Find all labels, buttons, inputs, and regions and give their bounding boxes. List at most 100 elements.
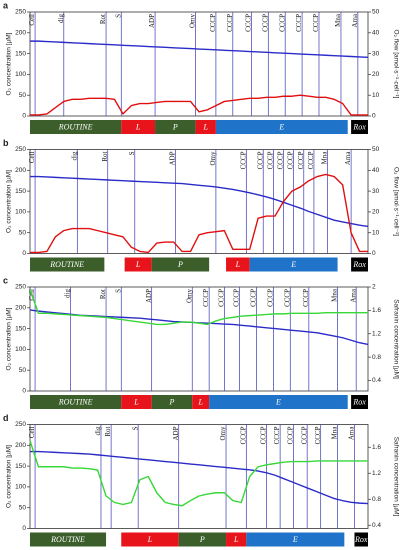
event-label: CCCP xyxy=(202,289,210,307)
event-label: CCCP xyxy=(300,426,308,444)
event-label: Omy xyxy=(189,14,197,29)
y2-tick-label: 2 xyxy=(372,284,376,291)
event-label: ADP xyxy=(168,151,176,165)
y2-tick-label: 1.2 xyxy=(372,470,381,477)
state-bar xyxy=(351,395,368,409)
y-axis-label: O₂ concentration [µM] xyxy=(6,32,13,95)
event-label: CCCP xyxy=(307,151,315,169)
y-tick-label: 250 xyxy=(15,146,26,153)
y-tick-label: 0 xyxy=(22,525,26,532)
event-label: Rot xyxy=(99,14,107,24)
event-label: dig xyxy=(94,426,102,435)
y2-tick-label: 30 xyxy=(372,50,380,57)
y-tick-label: 50 xyxy=(19,229,27,236)
trace xyxy=(30,175,369,228)
event-label: Ama xyxy=(349,288,357,303)
y-tick-label: 100 xyxy=(15,71,26,78)
event-label: CCCP xyxy=(239,151,247,169)
y-tick-label: 100 xyxy=(15,484,26,491)
state-bar xyxy=(351,257,368,272)
event-label: S xyxy=(114,289,122,293)
event-label: CCCP xyxy=(209,14,217,32)
state-bar xyxy=(226,532,247,547)
y2-tick-label: 50 xyxy=(372,9,380,16)
event-label: CCCP xyxy=(287,151,295,169)
panel-label: a xyxy=(3,0,9,10)
event-label: CCCP xyxy=(302,289,310,307)
y2-tick-label: 40 xyxy=(372,167,380,174)
state-bar xyxy=(30,532,107,547)
trace xyxy=(30,450,369,505)
y2-axis-label: O₂ flow [amol·s⁻¹·cell⁻¹] xyxy=(392,30,399,99)
event-label: dig xyxy=(64,289,72,298)
state-bar xyxy=(195,120,216,134)
y-tick-label: 150 xyxy=(15,463,26,470)
event-label: CCCP xyxy=(266,151,274,169)
event-label: CCCP xyxy=(244,14,252,32)
y2-tick-label: 10 xyxy=(372,92,380,99)
event-label: CCCP xyxy=(250,289,258,307)
y2-tick-label: 50 xyxy=(372,146,380,153)
panel-label: c xyxy=(3,275,8,285)
state-label: P xyxy=(177,260,183,269)
trace xyxy=(30,94,368,116)
y-tick-label: 200 xyxy=(15,167,26,174)
y2-tick-label: 30 xyxy=(372,188,380,195)
y-axis-label: O₂ concentration [µM] xyxy=(6,170,13,233)
event-label: Cell xyxy=(28,426,36,438)
state-bar xyxy=(30,120,122,134)
plot-frame xyxy=(29,286,369,392)
y-tick-label: 250 xyxy=(15,421,26,428)
state-label: Rox xyxy=(352,260,366,269)
y-tick-label: 150 xyxy=(15,188,26,195)
state-label: L xyxy=(135,122,141,131)
state-label: L xyxy=(133,397,139,406)
event-label: CCCP xyxy=(287,426,295,444)
y-tick-label: 50 xyxy=(19,504,27,511)
event-label: S xyxy=(131,426,139,430)
event-label: CCCP xyxy=(278,14,286,32)
trace xyxy=(29,289,368,326)
y-tick-label: 50 xyxy=(19,367,27,374)
y2-tick-label: 0.4 xyxy=(372,522,381,529)
panel-label: d xyxy=(3,413,9,423)
state-label: ROUTINE xyxy=(50,535,85,544)
event-label: ADP xyxy=(148,14,156,28)
event-label: S xyxy=(114,14,122,18)
state-label: E xyxy=(290,260,296,269)
event-label: CCCP xyxy=(261,14,269,32)
y-axis-label: O₂ concentration [µM] xyxy=(6,445,13,508)
state-label: ROUTINE xyxy=(58,397,93,406)
event-label: Mna xyxy=(321,151,329,165)
y-tick-label: 150 xyxy=(15,50,26,57)
state-label: L xyxy=(235,260,241,269)
event-label: Cell xyxy=(28,151,36,163)
plot-frame xyxy=(29,11,369,117)
y2-tick-label: 0 xyxy=(372,113,376,120)
event-label: S xyxy=(128,151,136,155)
y2-tick-label: 1.6 xyxy=(372,444,381,451)
event-label: Rot xyxy=(104,426,112,436)
y2-tick-label: 1.2 xyxy=(372,330,381,337)
state-label: E xyxy=(278,122,284,131)
y2-tick-label: 0.8 xyxy=(372,354,381,361)
state-label: Rox xyxy=(354,535,368,544)
state-bar xyxy=(151,395,193,409)
y2-axis-label: Safranin concentration [µM] xyxy=(392,437,399,517)
y-tick-label: 150 xyxy=(15,325,26,332)
state-label: P xyxy=(172,122,178,131)
event-label: Rot xyxy=(99,289,107,299)
y-tick-label: 0 xyxy=(22,250,26,257)
state-bar xyxy=(246,532,345,547)
event-label: ADP xyxy=(172,426,180,440)
state-bar xyxy=(151,257,210,272)
y-tick-label: 0 xyxy=(22,113,26,120)
event-label: CCCP xyxy=(233,289,241,307)
y2-axis-label: Safranin concentration [µM] xyxy=(392,299,399,379)
event-label: CCCP xyxy=(239,426,247,444)
event-label: Ama xyxy=(344,151,352,166)
trace xyxy=(30,173,368,254)
y-tick-label: 100 xyxy=(15,346,26,353)
state-label: L xyxy=(233,535,239,544)
